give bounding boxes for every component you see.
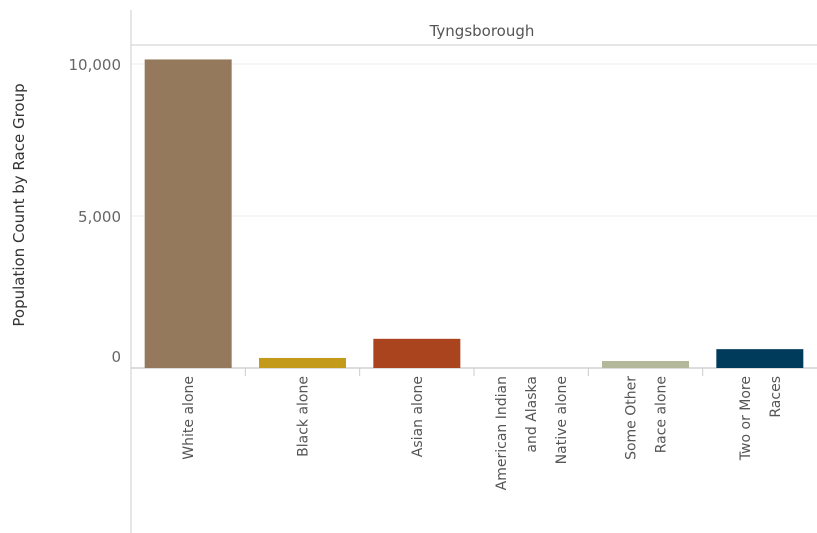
x-tick-labels: White alone Black alone Asian alone America… [181,368,784,490]
gridlines [131,63,817,369]
x-tick-label: White alone [181,376,197,460]
axes [130,10,817,533]
y-tick-label: 10,000 [69,56,122,74]
y-tick-label: 0 [111,348,121,366]
x-tick-label: Two or More [738,376,754,461]
bar[interactable] [373,338,461,368]
bars [144,59,804,368]
x-tick-label: American Indian [494,376,510,490]
x-tick-label: Black alone [296,376,312,457]
bar[interactable] [259,357,346,368]
panel-header: Tyngsborough [429,22,535,40]
y-tick-labels: 0 5,000 10,000 [69,56,122,366]
x-tick-label: Race alone [654,376,670,453]
y-tick-label: 5,000 [78,208,121,226]
bar[interactable] [602,361,689,368]
x-tick-label: Native alone [554,376,570,464]
x-tick-label: Races [768,376,784,418]
y-axis-label: Population Count by Race Group [10,83,28,326]
x-tick-label: and Alaska [524,376,540,453]
x-tick-label: Asian alone [410,376,426,457]
bar[interactable] [716,349,804,368]
x-tick-label: Some Other [624,376,640,460]
bar[interactable] [144,59,232,368]
